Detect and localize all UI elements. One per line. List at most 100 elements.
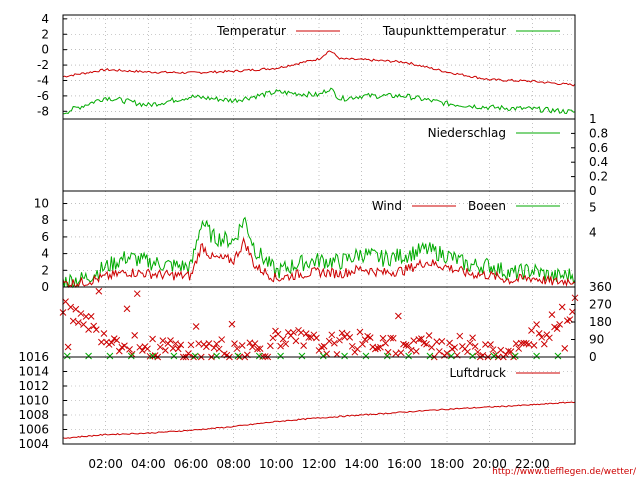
wind-direction-point — [92, 326, 100, 333]
wind-direction-point — [464, 348, 471, 356]
wind-direction-point — [203, 343, 210, 351]
y-tick-label: -2 — [37, 58, 49, 72]
wind-direction-point — [533, 321, 540, 328]
wind-direction-point — [418, 335, 425, 343]
wind-direction-point — [156, 343, 164, 351]
wind-direction-point — [446, 339, 453, 347]
wind-direction-point — [558, 303, 566, 311]
wind-direction-point — [90, 322, 98, 330]
wind-direction-point — [412, 348, 420, 355]
wind-direction-point — [121, 342, 128, 350]
wind-direction-point — [195, 340, 203, 347]
y2-tick-label: 1 — [589, 112, 597, 126]
wind-direction-calm-point — [383, 352, 391, 360]
wind-direction-calm-point — [149, 352, 156, 360]
y-tick-label: -8 — [37, 104, 49, 118]
y2-tick-label: 0 — [589, 184, 597, 198]
y-tick-label: 6 — [41, 230, 49, 244]
legend-label-temperatur: Temperatur — [216, 24, 286, 38]
wind-direction-point — [397, 349, 405, 356]
wind-direction-point — [338, 329, 346, 337]
series-line-temperatur — [62, 50, 576, 87]
y-tick-label: 8 — [41, 213, 49, 227]
wind-direction-point — [251, 340, 259, 347]
wind-direction-point — [174, 345, 182, 353]
wind-direction-calm-point — [255, 352, 263, 360]
y-tick-label: 0 — [41, 43, 49, 57]
y2-tick-label: 0.6 — [589, 141, 608, 155]
wind-direction-point — [569, 308, 576, 316]
wind-direction-point — [359, 340, 366, 348]
legend-label-niederschlag: Niederschlag — [428, 126, 506, 140]
wind-direction-point — [126, 345, 133, 353]
wind-direction-point — [77, 310, 85, 317]
wind-direction-point — [185, 350, 192, 357]
wind-direction-point — [210, 344, 218, 352]
pressure-legend: Luftdruck — [449, 366, 560, 380]
wind-direction-point — [231, 340, 238, 348]
wind-direction-point — [87, 313, 95, 320]
wind-legend: Wind Boeen — [372, 199, 560, 213]
wind-direction-calm-point — [469, 352, 476, 360]
wind-direction-calm-point — [106, 352, 114, 360]
y2-tick-label: 0.2 — [589, 170, 608, 184]
wind-direction-point — [277, 342, 284, 350]
wind-direction-calm-point — [298, 352, 306, 360]
wind-direction-point — [108, 339, 115, 346]
wind-direction-calm-point — [426, 352, 434, 360]
wind-direction-point — [392, 350, 400, 358]
wind-direction-point — [123, 305, 131, 313]
wind-direction-point — [530, 342, 538, 349]
legend-label-wind: Wind — [372, 199, 402, 213]
wind-direction-point — [379, 334, 387, 342]
y2-tick-label: 0.4 — [589, 155, 608, 169]
y-tick-label: 10 — [34, 197, 49, 211]
wind-direction-point — [515, 345, 523, 352]
y2-tick-label: 270 — [589, 298, 612, 312]
series-line-luftdruck — [62, 401, 576, 439]
wind-direction-point — [356, 328, 364, 336]
wind-direction-point — [348, 342, 356, 350]
wind-direction-point — [149, 335, 156, 343]
wind-direction-point — [474, 348, 482, 356]
wind-direction-point — [282, 340, 290, 348]
wind-direction-point — [435, 348, 443, 355]
wind-direction-point — [69, 317, 77, 325]
temperature-legend: Temperatur Taupunkttemperatur — [216, 24, 560, 38]
x-tick-label: 08:00 — [216, 457, 251, 471]
panel-frames — [62, 14, 576, 445]
wind-direction-point — [302, 330, 310, 338]
wind-direction-calm-point — [554, 352, 562, 360]
x-tick-label: 18:00 — [430, 457, 465, 471]
wind-direction-point — [425, 332, 433, 339]
wind-direction-point — [331, 339, 338, 347]
wind-direction-calm-point — [447, 352, 455, 360]
wind-direction-point — [172, 340, 179, 347]
wind-direction-calm-point — [319, 352, 327, 360]
y-tick-label: -6 — [37, 89, 49, 103]
wind-direction-point — [517, 339, 525, 347]
wind-direction-point — [405, 342, 412, 349]
x-tick-label: 14:00 — [344, 457, 379, 471]
wind-direction-point — [254, 345, 261, 353]
wind-direction-point — [395, 312, 402, 320]
wind-direction-point — [98, 338, 105, 346]
wind-direction-point — [297, 329, 305, 336]
wind-direction-point — [346, 333, 354, 341]
wind-direction-point — [505, 347, 512, 355]
axis-layer: 02:00 04:00 06:00 08:00 10:00 12:00 14:00 16:00… — [18, 12, 611, 471]
y-tick-label: 4 — [41, 247, 49, 261]
wind-direction-calm-point — [490, 352, 498, 360]
wind-direction-point — [313, 334, 320, 342]
wind-direction-point — [139, 347, 146, 354]
wind-direction-point — [553, 325, 561, 332]
wind-direction-point — [538, 333, 546, 341]
wind-direction-point — [218, 336, 226, 343]
y2-tick-label: 360 — [589, 280, 612, 294]
wind-direction-point — [456, 332, 464, 340]
wind-direction-point — [238, 342, 246, 349]
wind-direction-point — [333, 351, 341, 358]
y-tick-label: 4 — [41, 12, 49, 26]
wind-direction-point — [423, 340, 430, 348]
